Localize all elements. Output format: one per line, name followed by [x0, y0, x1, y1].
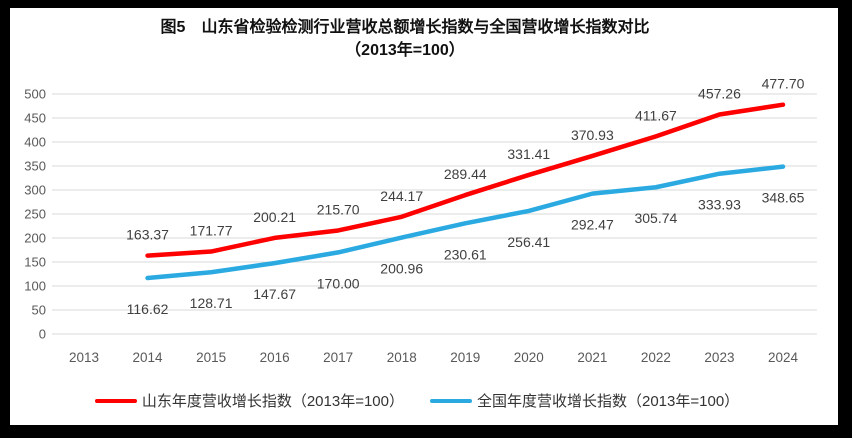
x-axis-tick-label: 2024	[768, 350, 799, 365]
y-axis-tick-label: 250	[24, 207, 46, 222]
series-data-label: 230.61	[444, 246, 487, 262]
x-axis-tick-label: 2018	[387, 350, 417, 365]
series-data-label: 305.74	[634, 210, 677, 226]
series-data-label: 289.44	[444, 166, 487, 182]
series-line	[145, 102, 786, 258]
series-data-label: 147.67	[253, 286, 296, 302]
series-data-label: 477.70	[762, 76, 805, 92]
y-axis-tick-label: 300	[24, 183, 46, 198]
y-axis-tick-label: 350	[24, 159, 46, 174]
x-axis-tick-label: 2013	[69, 350, 99, 365]
series-data-label: 256.41	[507, 234, 550, 250]
y-axis-tick-label: 500	[24, 87, 46, 102]
series-data-label: 333.93	[698, 197, 741, 213]
series-data-label: 215.70	[317, 201, 360, 217]
y-axis-tick-label: 150	[24, 255, 46, 270]
y-axis-tick-label: 50	[32, 303, 46, 318]
chart-subtitle: （2013年=100）	[345, 42, 465, 59]
x-axis-tick-label: 2017	[323, 350, 353, 365]
y-axis-tick-label: 200	[24, 231, 46, 246]
legend-swatch-shandong	[94, 398, 137, 403]
y-axis-tick-label: 0	[39, 327, 46, 342]
series-data-label: 292.47	[571, 217, 614, 233]
series-data-label: 370.93	[571, 127, 614, 143]
y-axis-tick-label: 400	[24, 135, 46, 150]
x-axis-tick-label: 2015	[196, 350, 226, 365]
series-data-label: 171.77	[190, 223, 233, 239]
series-data-label: 348.65	[762, 190, 805, 206]
legend-label-shandong: 山东年度营收增长指数（2013年=100）	[141, 393, 404, 410]
x-axis-tick-label: 2021	[577, 350, 607, 365]
legend-item-shandong[interactable]: 山东年度营收增长指数（2013年=100）	[94, 390, 404, 411]
series-data-label: 244.17	[380, 188, 423, 204]
series-data-label: 331.41	[507, 146, 550, 162]
y-axis-tick-label: 450	[24, 111, 46, 126]
x-axis-tick-label: 2020	[514, 350, 544, 365]
series-data-label: 163.37	[126, 227, 169, 243]
y-axis-tick-label: 100	[24, 279, 46, 294]
series-data-label: 200.21	[253, 209, 296, 225]
legend-item-national[interactable]: 全国年度营收增长指数（2013年=100）	[430, 390, 739, 411]
chart-canvas	[10, 8, 838, 425]
chart-title-block: 图5 山东省检验检测行业营收总额增长指数与全国营收增长指数对比 （2013年=1…	[10, 16, 800, 62]
x-axis-tick-label: 2022	[641, 350, 671, 365]
x-axis-tick-label: 2019	[450, 350, 480, 365]
series-data-label: 170.00	[317, 275, 360, 291]
x-axis-tick-label: 2016	[260, 350, 290, 365]
legend-label-national: 全国年度营收增长指数（2013年=100）	[477, 393, 740, 410]
series-data-label: 116.62	[127, 301, 169, 317]
chart-title: 图5 山东省检验检测行业营收总额增长指数与全国营收增长指数对比	[160, 19, 650, 36]
series-data-label: 128.71	[190, 295, 233, 311]
series-data-label: 411.67	[635, 107, 677, 123]
x-axis-tick-label: 2023	[704, 350, 734, 365]
series-data-label: 457.26	[698, 86, 741, 102]
series-line	[145, 164, 786, 281]
series-data-label: 200.96	[380, 261, 423, 277]
legend-swatch-national	[430, 398, 472, 403]
legend: 山东年度营收增长指数（2013年=100） 全国年度营收增长指数（2013年=1…	[10, 390, 824, 411]
x-axis-tick-label: 2014	[133, 350, 164, 365]
